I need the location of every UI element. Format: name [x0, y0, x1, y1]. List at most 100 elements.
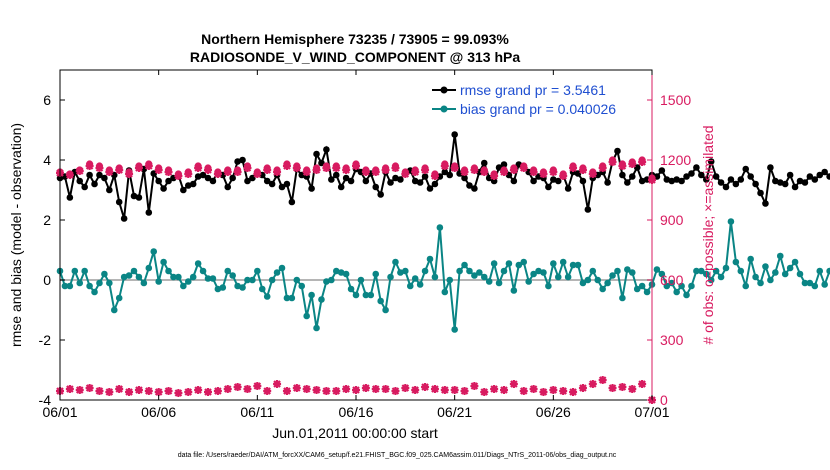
obs-assimilated-point	[480, 388, 489, 396]
obs-assimilated-point	[529, 385, 538, 393]
bias-point	[293, 276, 301, 284]
obs-assimilated-point	[450, 164, 459, 172]
rmse-point	[707, 158, 715, 165]
bias-point	[599, 285, 606, 293]
axes-layer: 06/01 06/06 06/11 06/16 06/21 06/26 07/01 -4 -2 0…	[39, 69, 691, 420]
obs-assimilated-point	[263, 166, 272, 174]
bias-point	[377, 297, 384, 305]
obs-assimilated-point	[430, 385, 439, 393]
rmse-point	[466, 182, 473, 189]
bias-point	[91, 288, 98, 296]
rmse-point	[678, 177, 685, 185]
obs-assimilated-point	[440, 162, 449, 170]
rmse-point	[702, 176, 710, 183]
rmse-point	[76, 177, 84, 185]
rmse-point	[712, 173, 720, 180]
obs-assimilated-point	[322, 164, 331, 172]
obs-assimilated-point	[450, 386, 459, 394]
rmse-point	[283, 180, 291, 188]
y-right-tick-label: 0	[660, 392, 668, 408]
obs-assimilated-point	[233, 383, 242, 391]
obs-assimilated-point	[184, 170, 193, 178]
rmse-point	[313, 150, 320, 158]
obs-assimilated-point	[460, 168, 469, 176]
bias-point	[150, 248, 158, 255]
obs-assimilated-point	[243, 385, 252, 393]
obs-assimilated-point	[144, 162, 153, 170]
obs-assimilated-point	[342, 166, 351, 174]
bias-point	[658, 270, 666, 278]
obs-assimilated-point	[490, 385, 499, 393]
rmse-point	[431, 180, 439, 188]
bias-point	[421, 267, 429, 275]
x-axis-label: Jun.01,2011 00:00:00 start	[272, 425, 438, 441]
rmse-point	[328, 176, 335, 183]
bias-point	[101, 270, 108, 278]
bias-point	[352, 291, 360, 299]
obs-assimilated-point	[332, 387, 341, 395]
rmse-point	[278, 183, 286, 191]
rmse-point	[165, 177, 172, 185]
rmse-point	[619, 171, 626, 179]
obs-assimilated-point	[421, 166, 430, 174]
rmse-point	[110, 171, 118, 179]
bias-point	[732, 258, 740, 266]
rmse-point	[337, 183, 345, 191]
bias-point	[811, 282, 819, 290]
rmse-point	[426, 185, 434, 192]
obs-assimilated-point	[588, 380, 597, 388]
bias-point	[683, 291, 690, 299]
rmse-point	[323, 146, 330, 153]
rmse-point	[762, 200, 769, 207]
obs-assimilated-point	[519, 387, 528, 395]
bias-point	[431, 273, 439, 281]
obs-assimilated-point	[213, 170, 222, 178]
obs-assimilated-point	[105, 168, 114, 176]
bias-point	[204, 275, 212, 282]
obs-assimilated-point	[282, 387, 291, 395]
y-right-tick-label: 1500	[660, 92, 691, 108]
bias-point	[614, 267, 621, 275]
rmse-point	[421, 173, 429, 180]
bias-point	[71, 267, 79, 275]
rmse-point	[446, 171, 454, 179]
rmse-point	[199, 171, 207, 179]
rmse-point	[530, 177, 537, 185]
rmse-point	[387, 179, 394, 186]
bias-point	[762, 263, 769, 270]
rmse-point	[224, 183, 232, 191]
bias-point	[643, 288, 651, 296]
obs-assimilated-point	[194, 164, 203, 172]
bias-point	[801, 279, 809, 287]
bias-point	[189, 273, 197, 281]
bias-point	[678, 282, 685, 290]
x-tick-label: 06/16	[338, 404, 373, 420]
x-tick-label: 06/11	[240, 404, 274, 420]
obs-assimilated-point	[578, 166, 587, 174]
bias-point	[125, 272, 133, 279]
bias-point	[786, 264, 794, 272]
bias-point	[382, 306, 389, 314]
bias-point	[426, 255, 434, 263]
obs-assimilated-point	[204, 388, 212, 396]
rmse-point	[693, 164, 700, 171]
obs-assimilated-point	[588, 170, 597, 178]
rmse-point	[239, 156, 246, 164]
rmse-point	[564, 185, 572, 192]
legend-rmse-label: rmse grand pr = 3.5461	[460, 82, 606, 98]
rmse-point	[698, 171, 705, 179]
obs-assimilated-point	[95, 387, 104, 395]
rmse-point	[545, 183, 552, 191]
rmse-point	[510, 177, 518, 185]
bias-point	[673, 288, 680, 296]
obs-assimilated-point	[470, 382, 479, 390]
obs-assimilated-point	[263, 387, 272, 395]
bias-point	[328, 276, 335, 284]
rmse-point	[471, 185, 478, 192]
rmse-point	[451, 131, 458, 138]
bias-point	[76, 279, 84, 287]
bias-point	[693, 267, 700, 275]
obs-assimilated-point	[460, 387, 469, 395]
obs-assimilated-point	[509, 380, 518, 388]
rmse-point	[160, 185, 167, 192]
